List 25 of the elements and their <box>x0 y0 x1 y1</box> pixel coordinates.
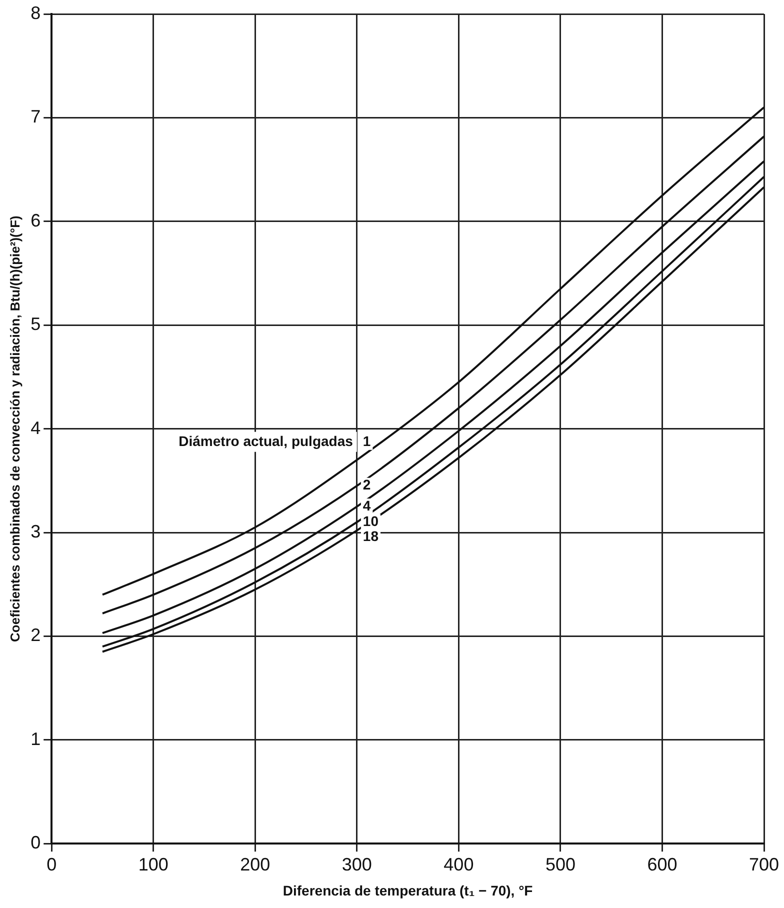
series-label: 18 <box>362 528 379 544</box>
x-tick-label: 300 <box>342 854 372 874</box>
x-axis-title: Diferencia de temperatura (t₁ − 70), °F <box>282 882 534 898</box>
x-tick-label: 0 <box>46 854 57 874</box>
x-tick-label: 500 <box>545 854 576 874</box>
y-tick-label: 2 <box>30 625 41 646</box>
series-label: 2 <box>362 476 371 493</box>
x-tick-label: 100 <box>138 854 168 874</box>
x-tick-label: 400 <box>444 854 474 874</box>
y-tick-label: 1 <box>30 728 41 749</box>
legend-title: Diámetro actual, pulgadas <box>178 432 354 449</box>
y-tick-label: 7 <box>30 106 41 127</box>
y-tick-label: 6 <box>30 210 41 230</box>
y-tick-label: 5 <box>30 314 41 334</box>
x-tick-label: 600 <box>647 854 678 874</box>
x-tick-label: 700 <box>748 854 780 874</box>
y-tick-label: 4 <box>30 418 41 438</box>
y-axis-title: Coeficientes combinados de convección y radiación, Btu/(h)(pie²)(°F) <box>7 216 22 642</box>
series-label: 1 <box>362 432 371 449</box>
series-label: 10 <box>362 512 379 529</box>
series-label: 4 <box>362 497 371 514</box>
x-tick-label: 200 <box>240 854 270 874</box>
y-tick-label: 3 <box>30 521 41 542</box>
y-tick-label: 0 <box>30 832 41 853</box>
y-tick-label: 8 <box>30 2 41 23</box>
